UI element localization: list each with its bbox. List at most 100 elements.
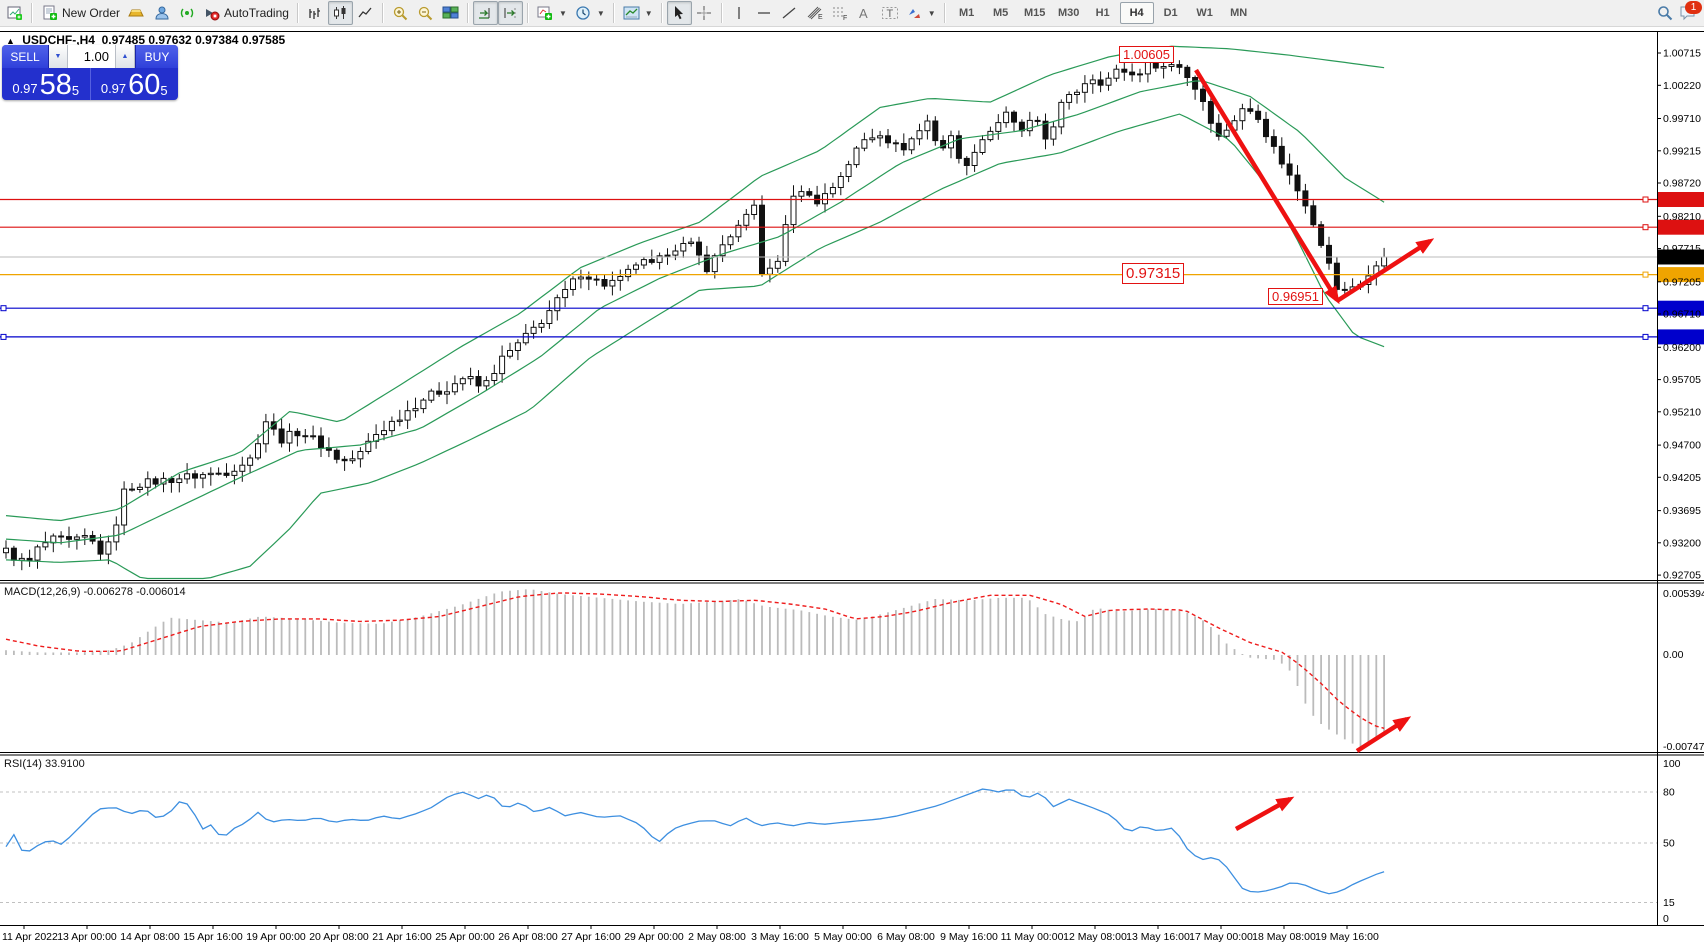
svg-text:29 Apr 00:00: 29 Apr 00:00 xyxy=(624,931,684,943)
line-chart-icon xyxy=(357,5,374,22)
svg-text:27 Apr 16:00: 27 Apr 16:00 xyxy=(561,931,621,943)
price-levels[interactable]: 0.984670.980430.973150.968000.963600.975… xyxy=(0,0,1704,345)
line-chart-button[interactable] xyxy=(353,1,378,25)
cursor-button[interactable] xyxy=(666,1,692,25)
crosshair-button[interactable] xyxy=(692,1,717,25)
chart-shift-icon xyxy=(502,5,519,22)
bollinger-bands xyxy=(5,45,1385,580)
timeframe-m1[interactable]: M1 xyxy=(959,7,975,19)
candlestick-chart-button[interactable] xyxy=(327,1,353,25)
new-chart-button[interactable] xyxy=(2,1,27,25)
sell-price[interactable]: 0.97 58 5 xyxy=(2,68,91,100)
expert-advisors-button[interactable] xyxy=(149,1,174,25)
dropdown-caret: ▼ xyxy=(644,8,653,18)
gold-button[interactable] xyxy=(124,1,149,25)
zoom-out-button[interactable] xyxy=(413,1,438,25)
sell-button[interactable]: SELL xyxy=(2,45,49,68)
annotation-mid-price[interactable]: 0.97315 xyxy=(1122,263,1185,284)
signals-button[interactable] xyxy=(174,1,199,25)
trend-arrows[interactable] xyxy=(1194,68,1435,831)
crosshair-icon xyxy=(696,5,713,22)
fibonacci-icon: F xyxy=(831,5,848,22)
timeframe-h4[interactable]: H4 xyxy=(1119,2,1154,24)
svg-text:9 May 16:00: 9 May 16:00 xyxy=(940,931,998,943)
zoom-in-button[interactable] xyxy=(388,1,413,25)
timeframe-m5[interactable]: M5 xyxy=(993,7,1009,19)
volume-input[interactable]: 1.00 xyxy=(68,45,116,68)
timeframe-d1[interactable]: D1 xyxy=(1163,7,1178,19)
svg-text:12 May 08:00: 12 May 08:00 xyxy=(1063,931,1127,943)
sell-price-small: 0.97 xyxy=(12,81,38,96)
annotation-trough-price[interactable]: 0.96951 xyxy=(1268,288,1323,305)
svg-text:0.92705: 0.92705 xyxy=(1663,570,1701,582)
tile-windows-button[interactable] xyxy=(438,1,463,25)
volume-increase-button[interactable]: ▲ xyxy=(116,45,135,68)
svg-text:21 Apr 16:00: 21 Apr 16:00 xyxy=(372,931,432,943)
fibonacci-button[interactable]: F xyxy=(827,1,852,25)
periods-clock-icon xyxy=(575,5,592,22)
signals-icon xyxy=(178,5,195,22)
annotation-peak-price[interactable]: 1.00605 xyxy=(1119,46,1174,63)
svg-text:0.94205: 0.94205 xyxy=(1663,472,1701,484)
svg-text:2 May 08:00: 2 May 08:00 xyxy=(688,931,746,943)
new-order-button[interactable]: New Order xyxy=(37,1,124,25)
timeframe-w1[interactable]: W1 xyxy=(1196,7,1213,19)
templates-button[interactable]: ▼ xyxy=(619,1,657,25)
macd-value-1: -0.006278 xyxy=(83,586,134,598)
timeframe-m30[interactable]: M30 xyxy=(1057,7,1080,19)
bar-chart-button[interactable] xyxy=(303,1,328,25)
collapse-triangle-icon[interactable]: ▲ xyxy=(6,36,15,46)
horizontal-line-button[interactable] xyxy=(752,1,777,25)
equidistant-channel-button[interactable]: E xyxy=(802,1,827,25)
search-icon[interactable] xyxy=(1656,5,1673,22)
svg-text:6 May 08:00: 6 May 08:00 xyxy=(877,931,935,943)
svg-text:0.93695: 0.93695 xyxy=(1663,505,1701,517)
one-click-prices: 0.97 58 5 0.97 60 5 xyxy=(2,68,178,100)
ohlc-high: 0.97632 xyxy=(148,33,192,47)
arrows-button[interactable]: ▼ xyxy=(902,1,940,25)
svg-text:15 Apr 16:00: 15 Apr 16:00 xyxy=(183,931,243,943)
separator xyxy=(296,3,299,23)
price-axis[interactable]: 1.00715 1.00220 0.99710 0.99215 0.98720 0.982… xyxy=(1657,31,1701,925)
zoom-in-icon xyxy=(392,5,409,22)
bar-chart-icon xyxy=(307,5,324,22)
autotrading-button[interactable]: AutoTrading xyxy=(199,1,293,25)
svg-text:15: 15 xyxy=(1663,897,1675,909)
timeframe-mn[interactable]: MN xyxy=(1230,7,1248,19)
svg-text:80: 80 xyxy=(1663,787,1675,799)
macd-pane[interactable]: 0.005394 0.00 -0.007478 xyxy=(5,588,1704,753)
svg-text:0.96710: 0.96710 xyxy=(1663,309,1701,321)
rsi-name: RSI(14) xyxy=(4,758,42,770)
new-order-icon xyxy=(41,5,58,22)
svg-text:0.98210: 0.98210 xyxy=(1663,211,1701,223)
equidistant-channel-icon: E xyxy=(806,5,823,22)
timeframe-m15[interactable]: M15 xyxy=(1023,7,1046,19)
indicators-button[interactable]: ▼ xyxy=(533,1,571,25)
svg-text:F: F xyxy=(843,15,847,21)
vertical-line-button[interactable] xyxy=(727,1,752,25)
buy-button[interactable]: BUY xyxy=(135,45,178,68)
dropdown-caret: ▼ xyxy=(558,8,567,18)
volume-decrease-button[interactable]: ▼ xyxy=(49,45,68,68)
periods-button[interactable]: ▼ xyxy=(571,1,609,25)
comments-icon[interactable]: 1 xyxy=(1679,0,1702,22)
rsi-pane[interactable]: 100 80 50 15 0 xyxy=(0,758,1681,925)
chart-shift-button[interactable] xyxy=(497,1,523,25)
text-button[interactable]: A xyxy=(852,1,877,25)
trendline-button[interactable] xyxy=(777,1,802,25)
candlestick-chart-icon xyxy=(332,5,349,22)
arrows-shapes-icon xyxy=(906,5,923,22)
timeframe-h1[interactable]: H1 xyxy=(1095,7,1110,19)
time-axis[interactable]: 11 Apr 2022 13 Apr 00:00 14 Apr 08:00 15 Ap… xyxy=(2,925,1379,943)
dropdown-caret: ▼ xyxy=(927,8,936,18)
text-label-button[interactable]: T xyxy=(877,1,902,25)
svg-text:T: T xyxy=(886,8,893,20)
buy-price-big: 60 xyxy=(128,69,161,100)
buy-price[interactable]: 0.97 60 5 xyxy=(91,68,179,100)
cursor-icon xyxy=(671,5,688,22)
svg-text:1.00220: 1.00220 xyxy=(1663,80,1701,92)
auto-scroll-button[interactable] xyxy=(472,1,498,25)
svg-text:0.94700: 0.94700 xyxy=(1663,440,1701,452)
macd-value-2: -0.006014 xyxy=(136,586,186,598)
